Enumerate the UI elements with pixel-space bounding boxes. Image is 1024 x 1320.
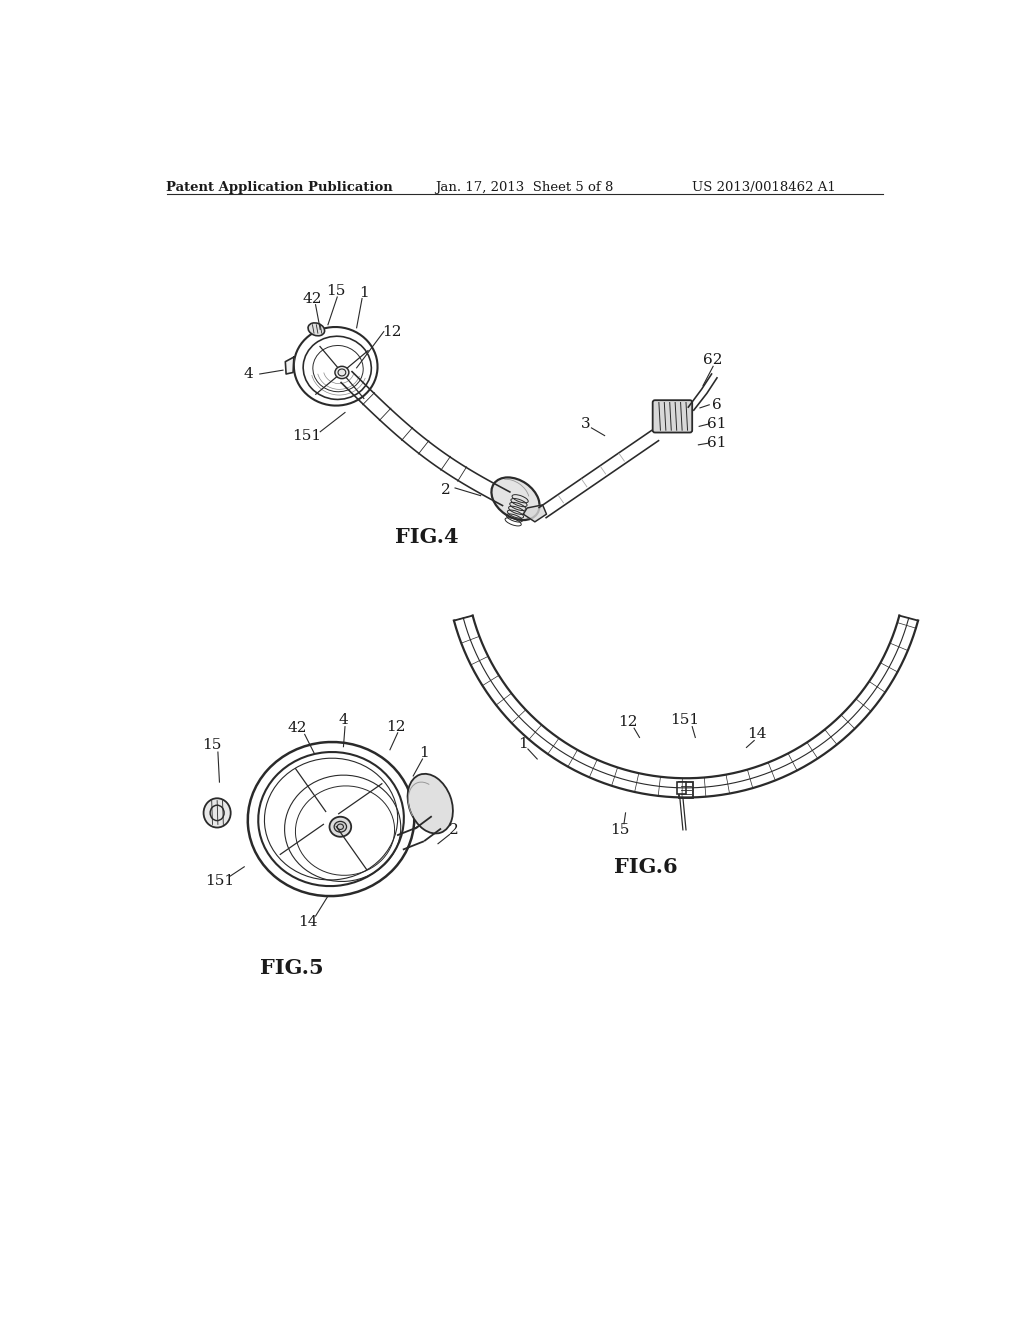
Text: FIG.6: FIG.6 [613, 857, 678, 876]
Text: 12: 12 [618, 715, 638, 729]
Ellipse shape [408, 774, 453, 833]
Ellipse shape [335, 367, 349, 379]
Polygon shape [286, 358, 294, 374]
Text: 61: 61 [708, 417, 727, 432]
Text: 151: 151 [205, 874, 234, 887]
Text: 14: 14 [298, 915, 317, 929]
Text: 61: 61 [708, 437, 727, 450]
Ellipse shape [334, 821, 346, 832]
Polygon shape [523, 506, 547, 521]
FancyBboxPatch shape [679, 781, 693, 797]
Ellipse shape [204, 799, 230, 828]
Text: FIG.5: FIG.5 [260, 958, 325, 978]
Text: 12: 12 [382, 325, 401, 339]
Text: 12: 12 [386, 719, 406, 734]
Text: 4: 4 [244, 367, 253, 381]
Text: FIG.4: FIG.4 [394, 527, 458, 548]
Text: 6: 6 [712, 397, 722, 412]
Text: 14: 14 [748, 727, 767, 742]
Text: 15: 15 [326, 284, 345, 298]
Text: 1: 1 [419, 746, 429, 760]
Text: 42: 42 [287, 721, 307, 735]
Text: 151: 151 [292, 429, 321, 442]
FancyBboxPatch shape [677, 783, 686, 793]
Text: 15: 15 [202, 738, 221, 752]
Ellipse shape [308, 323, 325, 335]
Text: 2: 2 [449, 822, 459, 837]
Text: 42: 42 [303, 292, 323, 305]
Ellipse shape [330, 817, 351, 837]
Text: 3: 3 [581, 417, 590, 432]
Text: Jan. 17, 2013  Sheet 5 of 8: Jan. 17, 2013 Sheet 5 of 8 [435, 181, 614, 194]
Ellipse shape [492, 478, 540, 520]
Text: 1: 1 [518, 737, 528, 751]
Text: Patent Application Publication: Patent Application Publication [166, 181, 392, 194]
Text: 1: 1 [359, 286, 370, 300]
Text: US 2013/0018462 A1: US 2013/0018462 A1 [691, 181, 836, 194]
Text: 4: 4 [339, 714, 348, 727]
Text: 15: 15 [610, 822, 630, 837]
Text: 2: 2 [441, 483, 451, 496]
Text: 62: 62 [703, 354, 723, 367]
Text: 151: 151 [670, 714, 699, 727]
FancyBboxPatch shape [652, 400, 692, 433]
